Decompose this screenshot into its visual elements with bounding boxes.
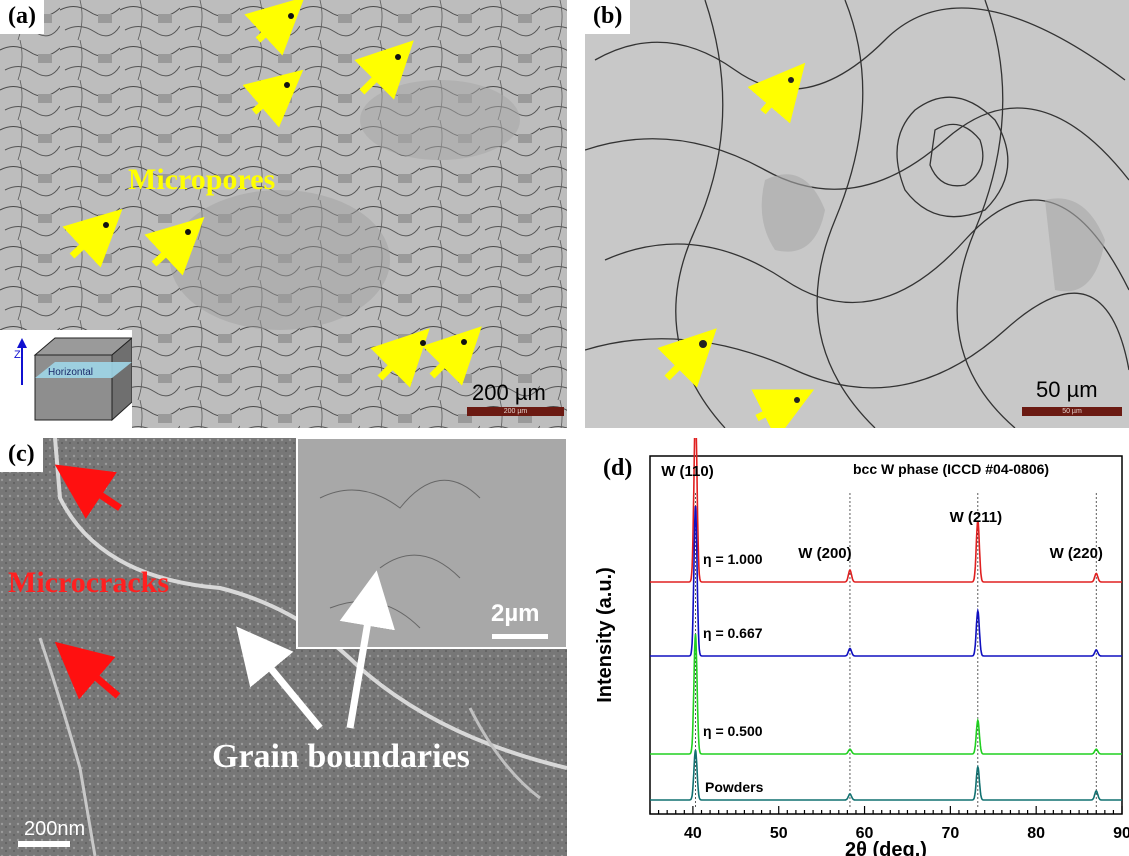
plot-frame: [649, 455, 1123, 815]
panel-d-xrd-chart: (d) 40 50 60 70 80 90 2θ (deg.) Intensity (a.u.…: [585, 438, 1129, 856]
inset-scalebar-label: 2µm: [491, 600, 540, 627]
x-tick-label: 60: [856, 825, 874, 842]
xrd-pattern-line: [650, 505, 1122, 657]
peak-label: W (200): [798, 545, 851, 562]
panel-a-micrograph: (a) Micropores Z Horizontal 200 µm 200 µ…: [0, 0, 567, 428]
panel-c-sem-image: (c) Microcracks Grain boundaries 2µm 200…: [0, 438, 567, 856]
micropores-label: Micropores: [128, 163, 276, 196]
x-tick-label: 50: [770, 825, 788, 842]
series-label: η = 1.000: [703, 551, 763, 567]
panel-b-scalebar: 50 µm: [1022, 407, 1122, 416]
panel-c-texture: [0, 438, 567, 856]
x-tick-label: 90: [1113, 825, 1129, 842]
xrd-pattern-line: [650, 749, 1122, 801]
series-label: η = 0.500: [703, 723, 763, 739]
panel-a-scalebar: 200 µm: [467, 407, 564, 416]
peak-label: W (220): [1050, 545, 1103, 562]
micropore-arrows: [62, 0, 482, 388]
z-axis-label: Z: [14, 349, 21, 361]
panel-c-scalebar-label: 200nm: [24, 818, 86, 840]
panel-b-micrograph: (b) 50 µm 50 µm: [585, 0, 1129, 428]
build-orientation-icon: Z Horizontal: [14, 336, 134, 422]
peak-label: W (211): [950, 509, 1003, 526]
xrd-plot: 40 50 60 70 80 90 2θ (deg.) Intensity (a.u.) bcc…: [594, 438, 1129, 856]
xrd-pattern-line: [650, 438, 1122, 583]
series-label: Powders: [705, 779, 764, 795]
panel-b-scalebar-label: 50 µm: [1036, 377, 1098, 402]
grain-boundaries-label: Grain boundaries: [212, 738, 470, 775]
panel-a-scalebar-label: 200 µm: [472, 380, 546, 405]
series-label: η = 0.667: [703, 625, 763, 641]
x-tick-label: 80: [1027, 825, 1045, 842]
microcracks-label: Microcracks: [8, 566, 170, 599]
horizontal-plane-label: Horizontal: [48, 367, 93, 378]
xrd-pattern-line: [650, 633, 1122, 755]
panel-b-tag: (b): [585, 0, 631, 34]
y-axis-label: Intensity (a.u.): [594, 567, 616, 703]
chart-title: bcc W phase (ICCD #04-0806): [853, 461, 1049, 477]
panel-b-texture: [585, 0, 1129, 428]
x-tick-label: 40: [684, 825, 702, 842]
orientation-inset: Z Horizontal: [0, 330, 134, 428]
x-tick-label: 70: [941, 825, 959, 842]
x-axis-label: 2θ (deg.): [845, 839, 927, 856]
panel-d-tag: (d): [595, 452, 641, 486]
panel-a-tag: (a): [0, 0, 44, 34]
peak-label: W (110): [661, 463, 714, 480]
panel-c-tag: (c): [0, 438, 43, 472]
